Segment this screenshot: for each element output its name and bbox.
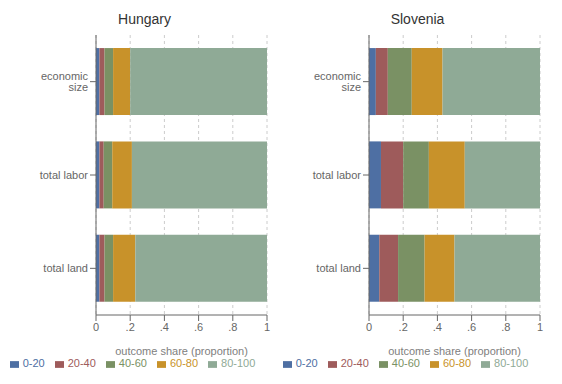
svg-text:total labor: total labor <box>313 169 362 181</box>
svg-text:.6: .6 <box>194 321 203 333</box>
html-text:Hungary: Hungary <box>118 11 171 27</box>
svg-text:economicsize: economicsize <box>41 70 89 93</box>
svg-text:.4: .4 <box>160 321 169 333</box>
html-text:Slovenia: Slovenia <box>390 11 445 27</box>
html-text:40-60: 40-60 <box>391 357 420 369</box>
html-text:20-40: 20-40 <box>340 357 369 369</box>
svg-text:.8: .8 <box>501 321 510 333</box>
svg-text:total labor: total labor <box>40 169 89 181</box>
svg-text:total land: total land <box>43 262 88 274</box>
html-text:0-20: 0-20 <box>22 357 45 369</box>
svg-text:outcome share (proportion): outcome share (proportion) <box>115 345 248 357</box>
svg-text:.6: .6 <box>467 321 476 333</box>
svg-text:.2: .2 <box>399 321 408 333</box>
html-text:80-100: 80-100 <box>221 357 256 369</box>
svg-text:.8: .8 <box>228 321 237 333</box>
html-text:80-100: 80-100 <box>494 357 529 369</box>
svg-text:total land: total land <box>316 262 361 274</box>
svg-text:0: 0 <box>366 321 372 333</box>
svg-text:0: 0 <box>93 321 99 333</box>
html-text:60-80: 60-80 <box>443 357 472 369</box>
svg-text:economicsize: economicsize <box>314 70 362 93</box>
svg-text:.4: .4 <box>433 321 442 333</box>
svg-text:.2: .2 <box>126 321 135 333</box>
svg-text:outcome share (proportion): outcome share (proportion) <box>388 345 521 357</box>
html-text:40-60: 40-60 <box>118 357 147 369</box>
svg-text:1: 1 <box>264 321 270 333</box>
svg-text:1: 1 <box>537 321 543 333</box>
html-text:60-80: 60-80 <box>170 357 199 369</box>
html-text:20-40: 20-40 <box>67 357 96 369</box>
html-text:0-20: 0-20 <box>295 357 318 369</box>
